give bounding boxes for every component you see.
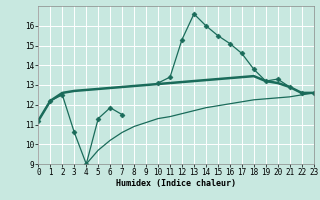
- X-axis label: Humidex (Indice chaleur): Humidex (Indice chaleur): [116, 179, 236, 188]
